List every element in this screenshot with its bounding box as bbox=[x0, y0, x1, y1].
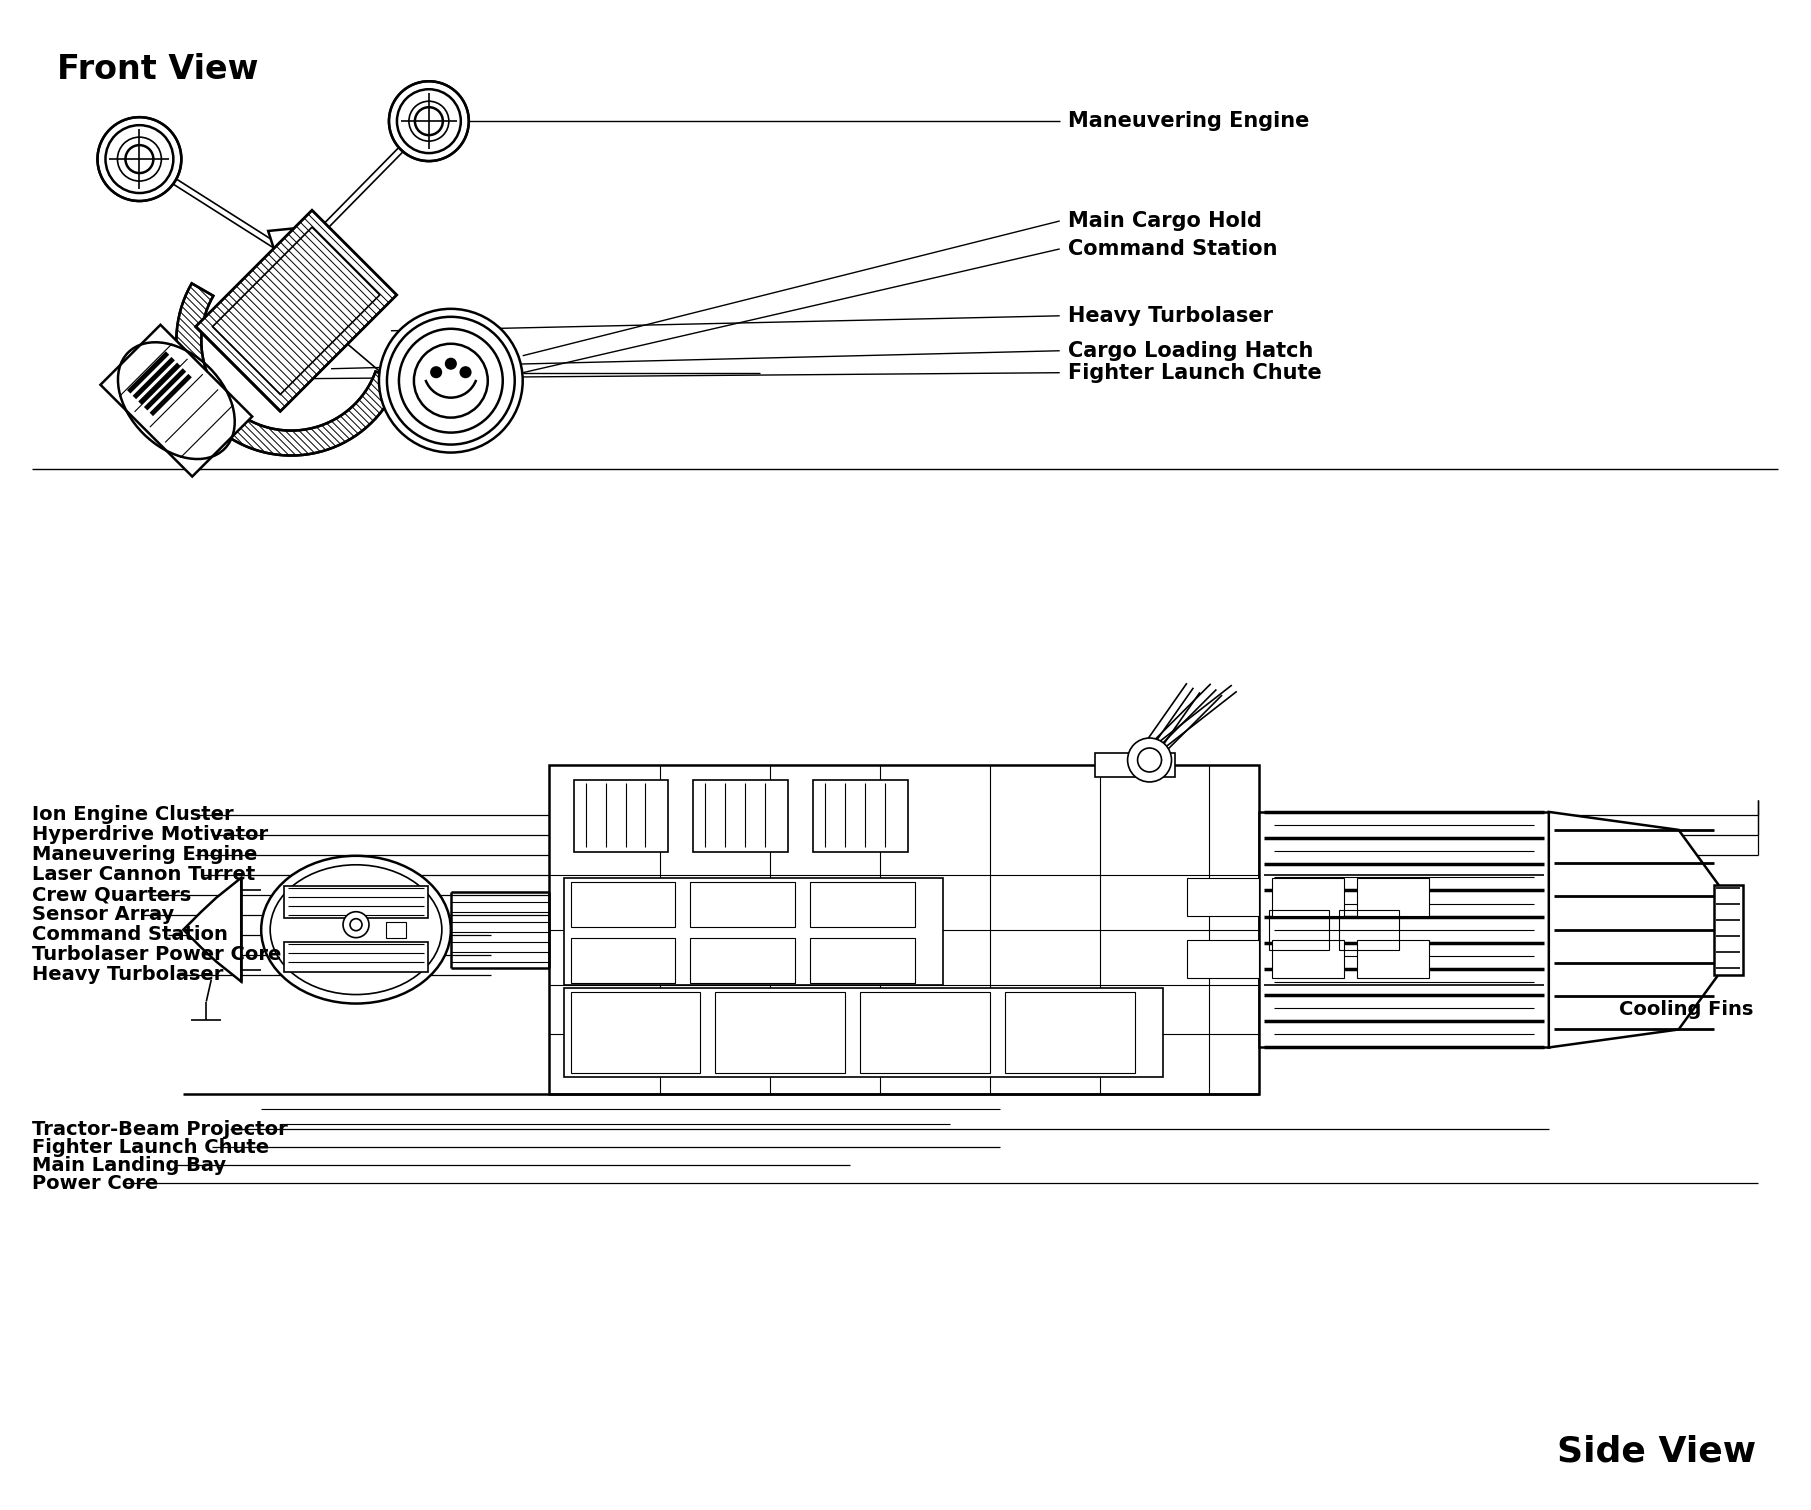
Circle shape bbox=[446, 359, 456, 368]
Bar bbox=[549, 766, 1259, 1095]
Bar bbox=[1356, 939, 1429, 977]
Bar bbox=[694, 781, 788, 852]
Bar bbox=[810, 938, 915, 983]
Text: Turbolaser Power Core: Turbolaser Power Core bbox=[31, 945, 281, 963]
Bar bbox=[1188, 877, 1259, 915]
Text: Side View: Side View bbox=[1557, 1434, 1757, 1469]
Bar bbox=[860, 992, 991, 1074]
Text: Main Cargo Hold: Main Cargo Hold bbox=[1068, 211, 1262, 231]
Bar bbox=[574, 781, 668, 852]
Text: Sensor Array: Sensor Array bbox=[31, 904, 174, 924]
Bar bbox=[1713, 885, 1744, 974]
Bar bbox=[570, 992, 701, 1074]
Circle shape bbox=[460, 367, 471, 378]
Text: Tractor-Beam Projector: Tractor-Beam Projector bbox=[31, 1120, 288, 1139]
Circle shape bbox=[342, 912, 369, 938]
Text: Command Station: Command Station bbox=[1068, 239, 1277, 258]
Bar bbox=[284, 942, 427, 971]
Bar bbox=[1273, 939, 1344, 977]
Circle shape bbox=[389, 82, 469, 162]
Text: Fighter Launch Chute: Fighter Launch Chute bbox=[31, 1137, 268, 1157]
Circle shape bbox=[431, 367, 442, 378]
Bar bbox=[690, 882, 795, 927]
Text: Maneuvering Engine: Maneuvering Engine bbox=[31, 846, 257, 864]
Polygon shape bbox=[176, 284, 398, 456]
Text: Main Landing Bay: Main Landing Bay bbox=[31, 1155, 226, 1175]
Bar bbox=[570, 882, 676, 927]
Text: Front View: Front View bbox=[56, 53, 257, 86]
Polygon shape bbox=[183, 877, 241, 982]
Bar bbox=[1338, 909, 1400, 950]
Circle shape bbox=[415, 107, 444, 134]
Circle shape bbox=[350, 918, 362, 930]
Text: Cargo Loading Hatch: Cargo Loading Hatch bbox=[1068, 341, 1313, 361]
Polygon shape bbox=[310, 119, 431, 243]
Text: Fighter Launch Chute: Fighter Launch Chute bbox=[1068, 362, 1322, 382]
Bar bbox=[1270, 909, 1329, 950]
Bar bbox=[1273, 877, 1344, 915]
Polygon shape bbox=[100, 325, 252, 477]
Bar bbox=[1259, 812, 1548, 1048]
Text: Laser Cannon Turret: Laser Cannon Turret bbox=[31, 865, 255, 885]
Bar bbox=[386, 921, 406, 938]
Bar bbox=[563, 988, 1163, 1078]
Bar bbox=[810, 882, 915, 927]
Bar bbox=[563, 877, 944, 985]
Circle shape bbox=[1128, 738, 1172, 782]
Text: Crew Quarters: Crew Quarters bbox=[31, 885, 190, 904]
Text: Ion Engine Cluster: Ion Engine Cluster bbox=[31, 805, 234, 824]
Bar bbox=[1094, 753, 1175, 778]
Circle shape bbox=[125, 145, 154, 174]
Bar bbox=[1188, 939, 1259, 977]
Text: Heavy Turbolaser: Heavy Turbolaser bbox=[1068, 307, 1273, 326]
Text: Heavy Turbolaser: Heavy Turbolaser bbox=[31, 965, 223, 985]
Polygon shape bbox=[196, 210, 397, 411]
Text: Hyperdrive Motivator: Hyperdrive Motivator bbox=[31, 826, 268, 844]
Polygon shape bbox=[138, 157, 277, 249]
Text: Power Core: Power Core bbox=[31, 1173, 158, 1193]
Text: Command Station: Command Station bbox=[31, 926, 228, 944]
Circle shape bbox=[378, 310, 523, 453]
Polygon shape bbox=[272, 251, 319, 320]
Bar bbox=[1356, 877, 1429, 915]
Bar bbox=[690, 938, 795, 983]
Bar bbox=[715, 992, 846, 1074]
Polygon shape bbox=[268, 226, 326, 255]
Ellipse shape bbox=[261, 856, 451, 1004]
Bar bbox=[284, 886, 427, 918]
Polygon shape bbox=[1548, 812, 1719, 1048]
Bar bbox=[813, 781, 907, 852]
Bar bbox=[570, 938, 676, 983]
Text: Cooling Fins: Cooling Fins bbox=[1619, 1000, 1753, 1019]
Circle shape bbox=[98, 118, 181, 201]
Text: Maneuvering Engine: Maneuvering Engine bbox=[1068, 112, 1309, 131]
Bar bbox=[1005, 992, 1134, 1074]
